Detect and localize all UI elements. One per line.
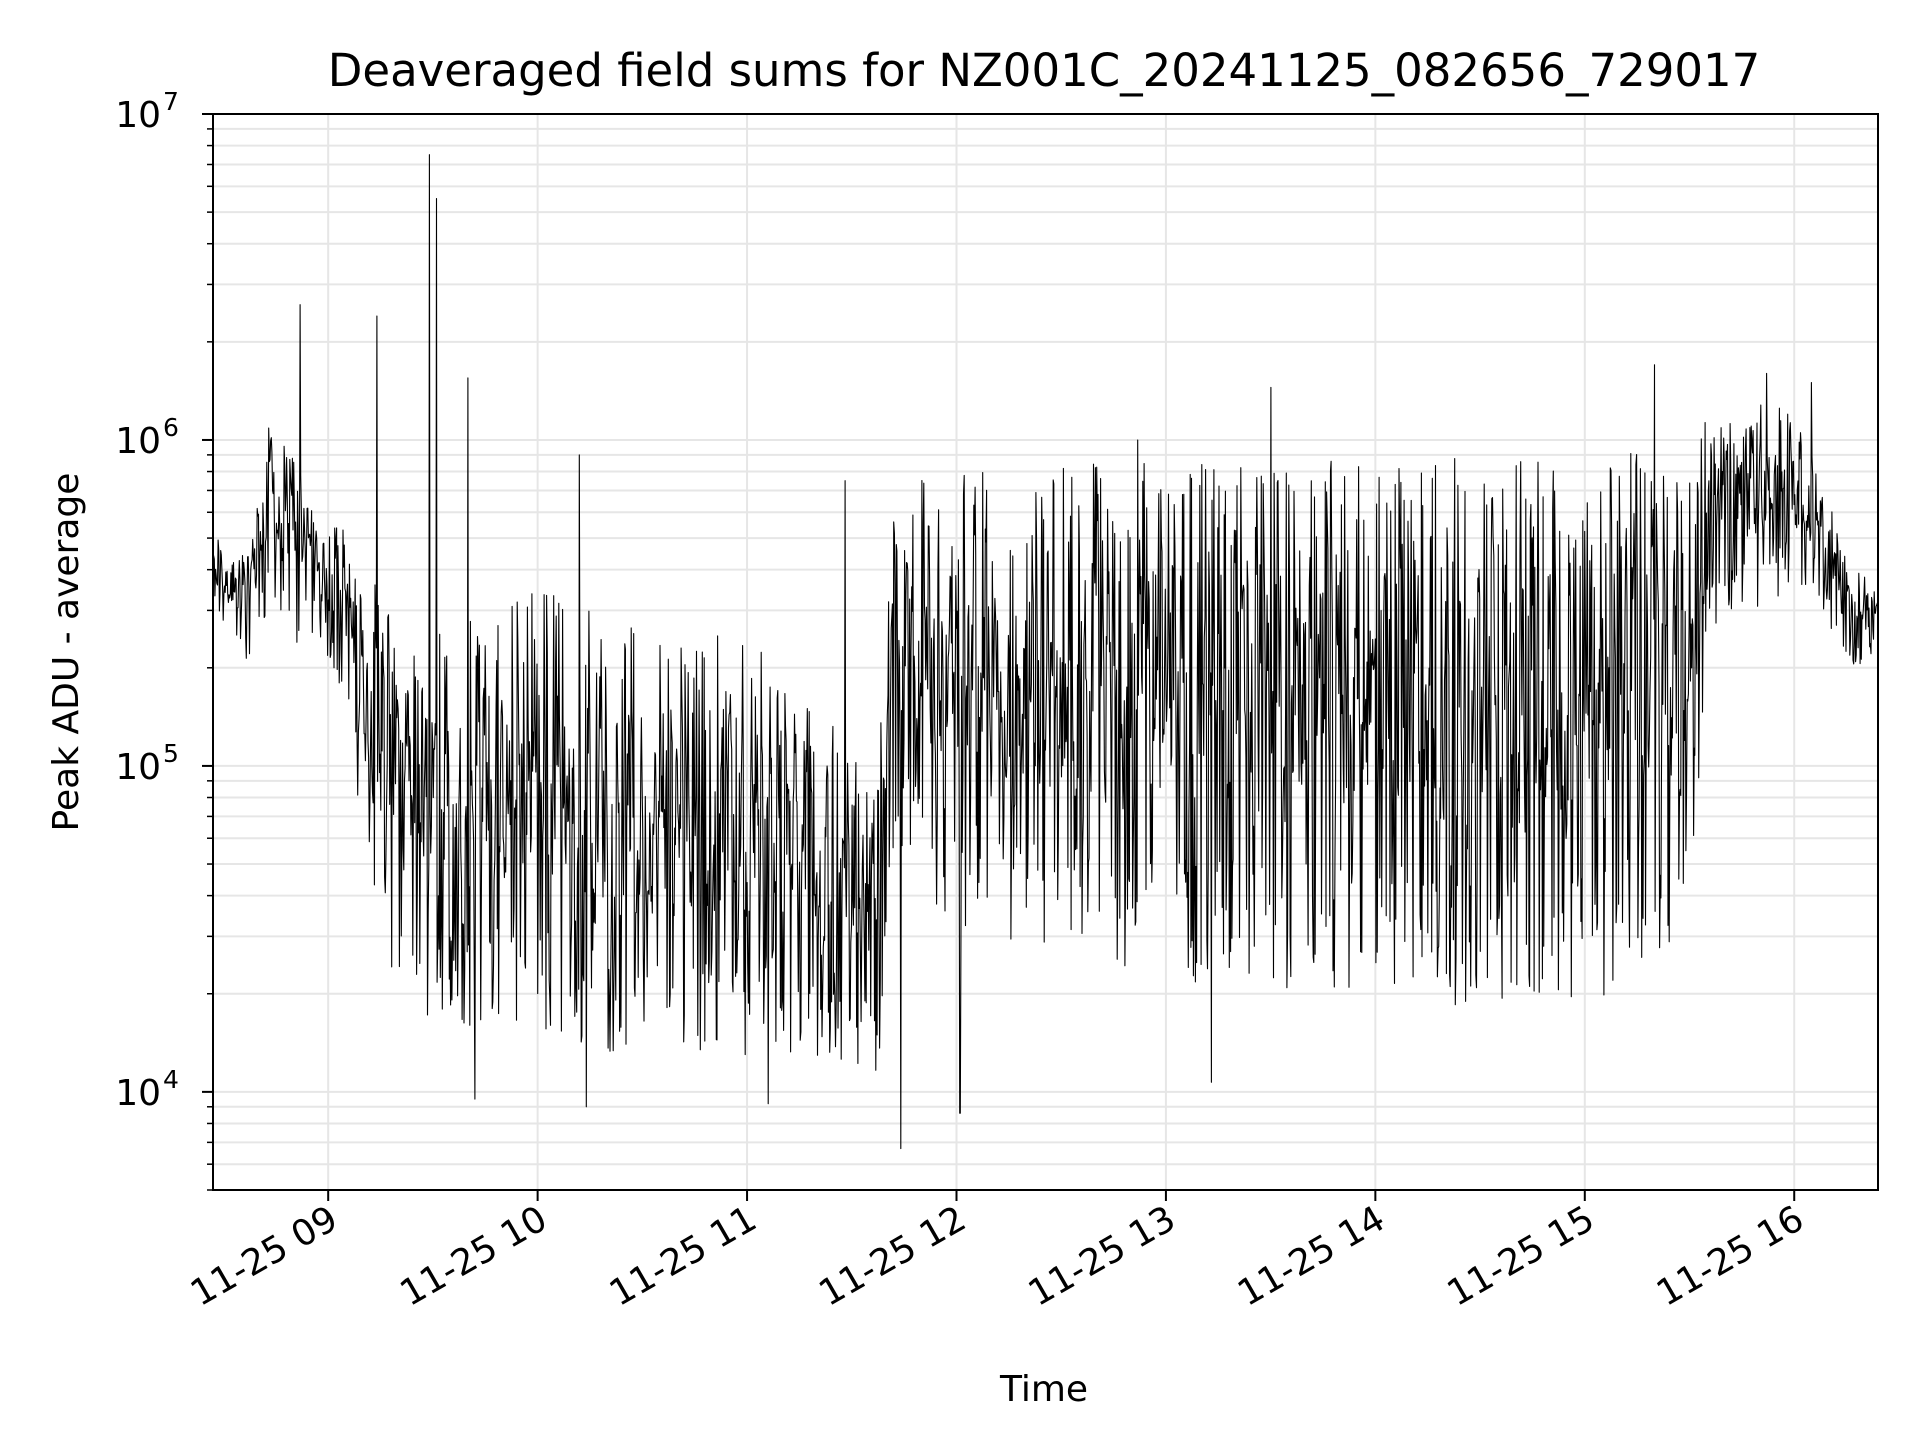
y-axis-label: Peak ADU - average [46, 473, 87, 832]
x-axis: 11-25 09 11-25 10 11-25 11 11-25 12 11-25 13… [184, 1190, 1811, 1315]
x-axis-label: Time [999, 1369, 1088, 1410]
x-tick-label: 11-25 14 [1231, 1198, 1392, 1314]
y-tick-label: 10 [115, 95, 161, 136]
x-tick-label: 11-25 10 [393, 1198, 554, 1314]
chart-title: Deaveraged field sums for NZ001C_2024112… [328, 44, 1760, 97]
plot-frame [212, 113, 1879, 1191]
series-line [212, 154, 1879, 1150]
x-tick-label: 11-25 12 [812, 1198, 973, 1314]
grid [213, 113, 1878, 1191]
y-tick-label: 10 [115, 1073, 161, 1114]
x-tick-label: 11-25 16 [1650, 1198, 1811, 1314]
x-tick-label: 11-25 15 [1441, 1198, 1602, 1314]
x-tick-label: 11-25 13 [1022, 1198, 1183, 1314]
x-tick-label: 11-25 11 [603, 1198, 764, 1314]
y-tick-exponent: 5 [163, 739, 179, 768]
y-tick-exponent: 7 [163, 87, 179, 116]
y-tick-label: 10 [115, 747, 161, 788]
x-tick-label: 11-25 09 [184, 1198, 345, 1314]
y-tick-exponent: 4 [163, 1065, 179, 1094]
y-tick-label: 10 [115, 421, 161, 462]
series-group [212, 154, 1879, 1150]
y-tick-exponent: 6 [163, 413, 179, 442]
